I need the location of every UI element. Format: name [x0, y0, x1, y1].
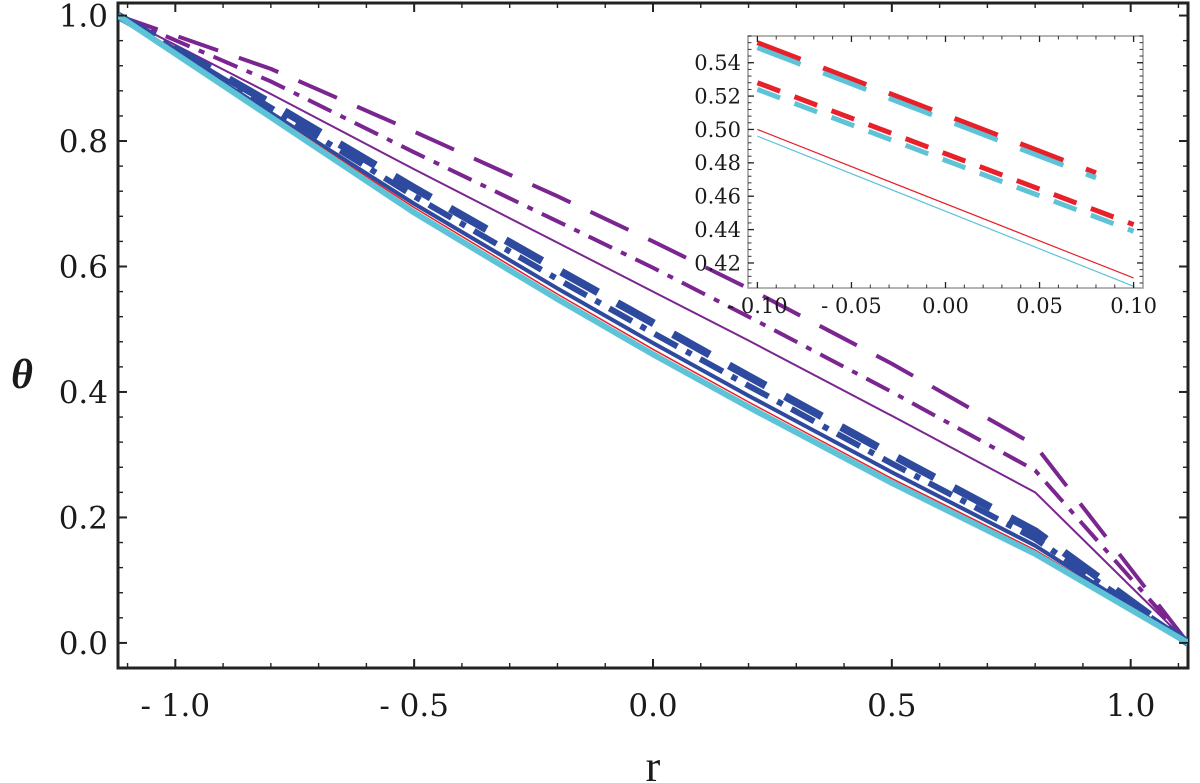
inset-series-line-2 — [756, 45, 1097, 181]
main-y-tick-label: 0.4 — [59, 375, 108, 411]
inset-plot: - 0.10- 0.05 0.00 0.05 0.10 0.420.440.460.4… — [694, 35, 1157, 318]
inset-series-line-1 — [756, 40, 1097, 176]
main-y-tick-label: 0.6 — [59, 249, 108, 285]
main-series-line-3 — [118, 14, 1188, 644]
inset-y-tick-label: 0.42 — [694, 251, 741, 275]
inset-y-tick-label: 0.54 — [694, 51, 741, 75]
main-y-tick-label: 1.0 — [59, 0, 108, 34]
main-series-line-2 — [118, 13, 1188, 645]
inset-x-tick-label: 0.00 — [922, 294, 969, 318]
inset-x-tick-label: - 0.10 — [727, 294, 788, 318]
inset-series-line-5 — [757, 128, 1134, 279]
main-x-tick-label: 0.5 — [867, 688, 916, 724]
main-series-line-8 — [118, 13, 1188, 646]
main-series-group — [118, 12, 1188, 647]
main-series-line-1 — [118, 13, 1188, 645]
inset-x-tick-label: - 0.05 — [821, 294, 882, 318]
y-axis-title: θ — [11, 352, 33, 398]
main-y-axis: 0.0 0.2 0.4 0.6 0.8 1.0 — [59, 0, 1188, 669]
inset-y-tick-label: 0.44 — [694, 218, 741, 242]
inset-series-line-4 — [756, 87, 1135, 234]
main-series-line-6 — [118, 13, 1188, 645]
main-series-line-4 — [118, 12, 1188, 647]
inset-y-tick-label: 0.48 — [694, 151, 741, 175]
main-x-tick-label: - 1.0 — [141, 688, 211, 724]
inset-series-group — [756, 40, 1135, 287]
main-y-tick-label: 0.2 — [59, 500, 108, 536]
inset-y-axis: 0.42 0.44 0.46 0.48 0.50 0.52 0.54 — [694, 35, 1143, 284]
inset-series-line-6 — [757, 135, 1134, 287]
main-series-line-5 — [118, 12, 1188, 646]
main-x-tick-label: - 0.5 — [379, 688, 449, 724]
inset-y-tick-label: 0.46 — [694, 185, 741, 209]
inset-series-line-3 — [756, 80, 1135, 227]
inset-x-tick-label: 0.10 — [1110, 294, 1157, 318]
main-y-tick-label: 0.0 — [59, 626, 108, 662]
inset-x-tick-label: 0.05 — [1016, 294, 1063, 318]
inset-y-tick-label: 0.52 — [694, 84, 741, 108]
inset-x-axis: - 0.10 - 0.05 0.00 0.05 0.10 — [727, 36, 1157, 318]
main-x-axis: - 1.0 - 0.5 0.0 0.5 1.0 — [126, 3, 1180, 724]
x-axis-title: r — [646, 742, 661, 783]
inset-y-tick-label: 0.50 — [694, 118, 741, 142]
main-x-tick-label: 1.0 — [1106, 688, 1155, 724]
main-x-tick-label: 0.0 — [628, 688, 677, 724]
main-y-tick-label: 0.8 — [59, 124, 108, 160]
